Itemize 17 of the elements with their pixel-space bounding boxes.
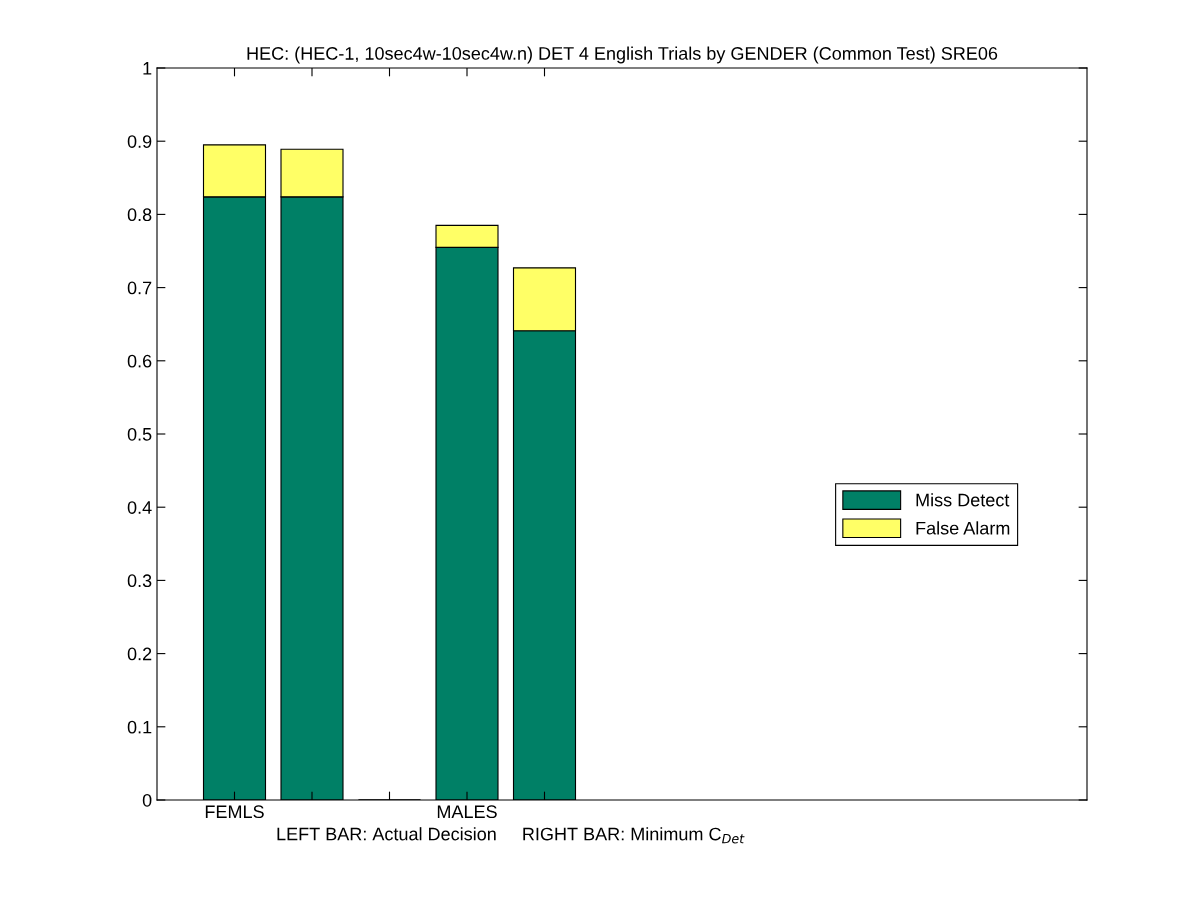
y-tick-label: 0.7 <box>127 281 152 295</box>
y-tick-label: 0.2 <box>127 647 152 661</box>
y-tick-label: 0.1 <box>127 720 152 734</box>
legend-label: Miss Detect <box>916 493 1010 507</box>
legend-label: False Alarm <box>916 521 1010 535</box>
y-tick-label: 0.9 <box>127 135 152 148</box>
x-tick-label: FEMLS <box>205 805 264 819</box>
x-tick-label: MALES <box>437 805 497 819</box>
text: HEC: (HEC-1, 10sec4w-10sec4w.n) DET 4 English Trials by GENDER (Common Test) SRE06 <box>247 46 998 64</box>
x-axis-title: LEFT BAR: Actual Decision RIGHT BAR: Minimum C$_{Det}$ <box>277 827 745 844</box>
y-tick-label: 0.8 <box>127 208 152 222</box>
y-tick-label: 0.5 <box>127 427 152 441</box>
y-tick-label: 1 <box>143 62 152 75</box>
y-tick-label: 0.6 <box>127 354 152 368</box>
y-tick-label: 0 <box>142 793 152 807</box>
y-tick-label: 0.4 <box>127 501 152 514</box>
y-tick-label: 0.3 <box>127 574 152 588</box>
